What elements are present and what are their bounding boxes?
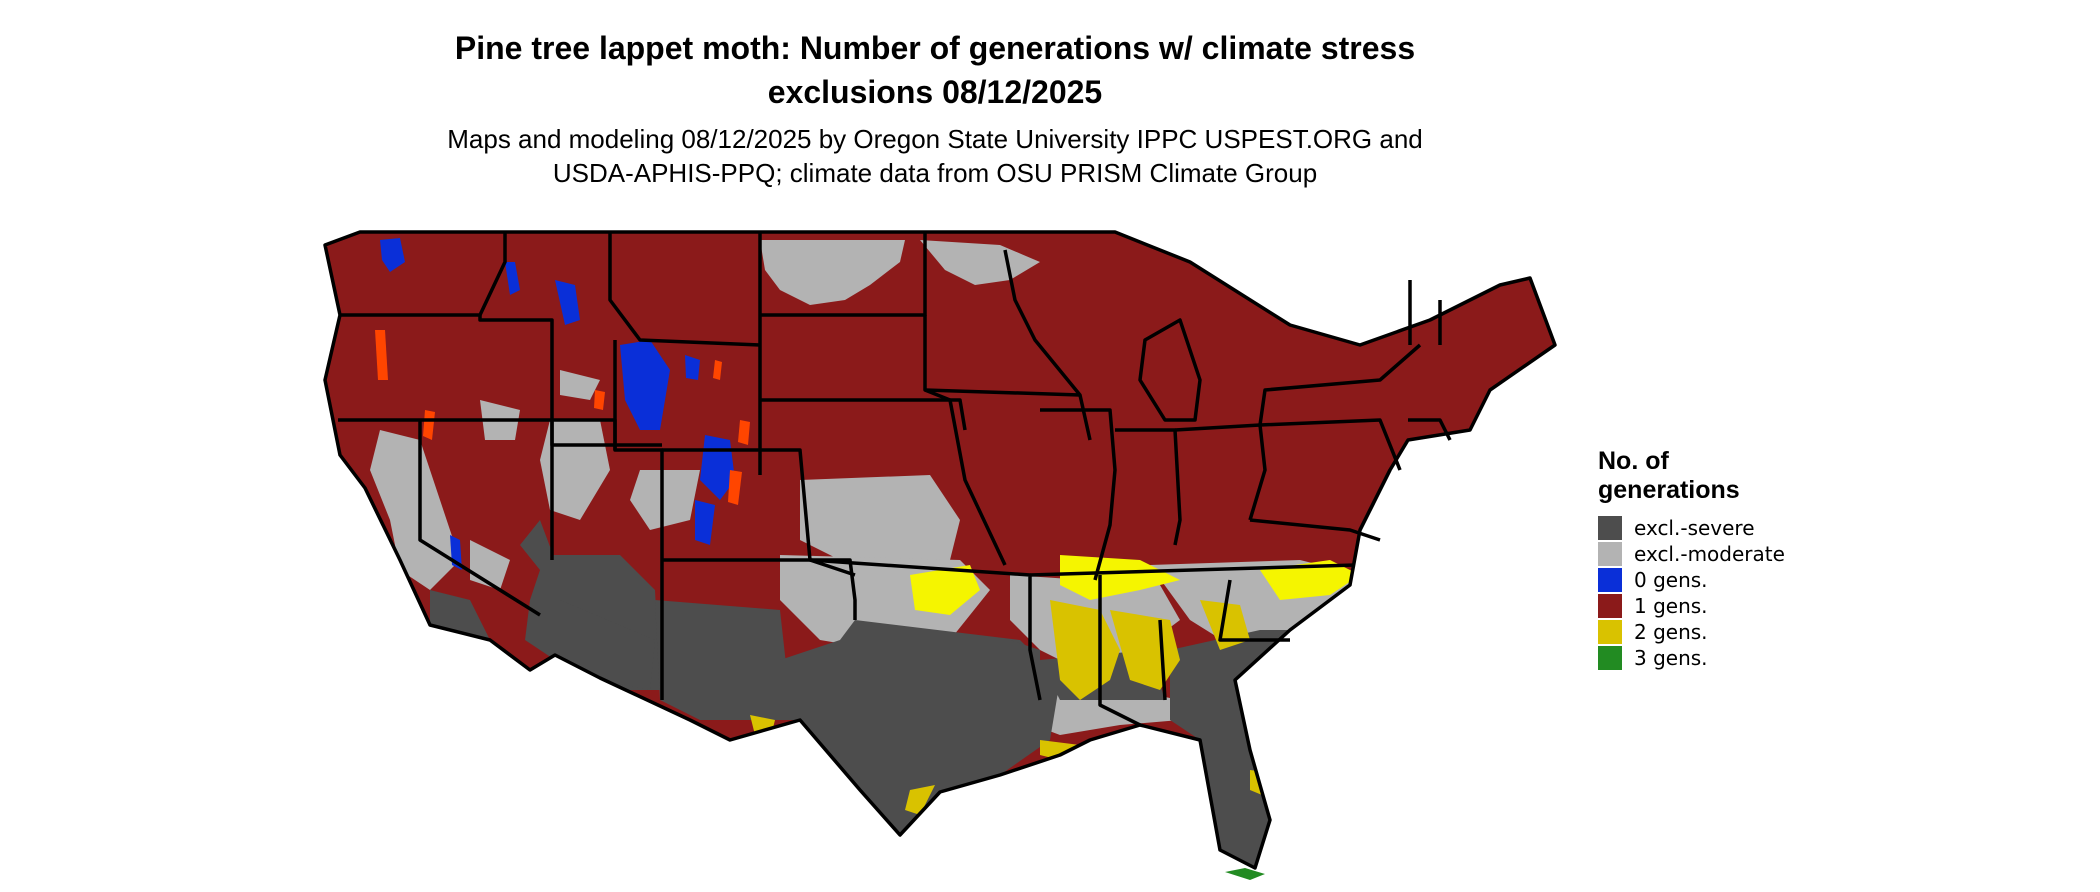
legend-label: 0 gens. bbox=[1634, 568, 1708, 592]
legend-label: 3 gens. bbox=[1634, 646, 1708, 670]
title-line-1: Pine tree lappet moth: Number of generat… bbox=[454, 30, 1416, 66]
legend-item: excl.-severe bbox=[1598, 515, 1798, 541]
legend-label: excl.-moderate bbox=[1634, 542, 1785, 566]
gen1-accent-regions bbox=[375, 330, 750, 505]
legend-label: 1 gens. bbox=[1634, 594, 1708, 618]
legend-item: 2 gens. bbox=[1598, 619, 1798, 645]
legend-item: 1 gens. bbox=[1598, 593, 1798, 619]
title-line-2: exclusions 08/12/2025 bbox=[767, 74, 1103, 110]
state-borders bbox=[323, 230, 1557, 870]
legend: No. of generations excl.-severe excl.-mo… bbox=[1598, 447, 1798, 671]
legend-swatch bbox=[1598, 594, 1622, 618]
map-subtitle: Maps and modeling 08/12/2025 by Oregon S… bbox=[330, 122, 1540, 190]
keys-fragment bbox=[1225, 868, 1265, 880]
legend-label: excl.-severe bbox=[1634, 516, 1755, 540]
legend-swatch bbox=[1598, 568, 1622, 592]
legend-item: excl.-moderate bbox=[1598, 541, 1798, 567]
legend-item: 3 gens. bbox=[1598, 645, 1798, 671]
legend-title: No. of generations bbox=[1598, 447, 1740, 504]
legend-item: 0 gens. bbox=[1598, 567, 1798, 593]
gen0-regions bbox=[380, 238, 735, 570]
excl-severe-regions bbox=[430, 520, 1290, 868]
map-title: Pine tree lappet moth: Number of generat… bbox=[330, 26, 1540, 114]
legend-swatch bbox=[1598, 516, 1622, 540]
subtitle-line-1: Maps and modeling 08/12/2025 by Oregon S… bbox=[447, 124, 1423, 154]
legend-label: 2 gens. bbox=[1634, 620, 1708, 644]
legend-swatch bbox=[1598, 646, 1622, 670]
legend-swatch bbox=[1598, 542, 1622, 566]
legend-swatch bbox=[1598, 620, 1622, 644]
subtitle-line-2: USDA-APHIS-PPQ; climate data from OSU PR… bbox=[552, 158, 1318, 188]
legend-list: excl.-severe excl.-moderate 0 gens. 1 ge… bbox=[1598, 515, 1798, 671]
